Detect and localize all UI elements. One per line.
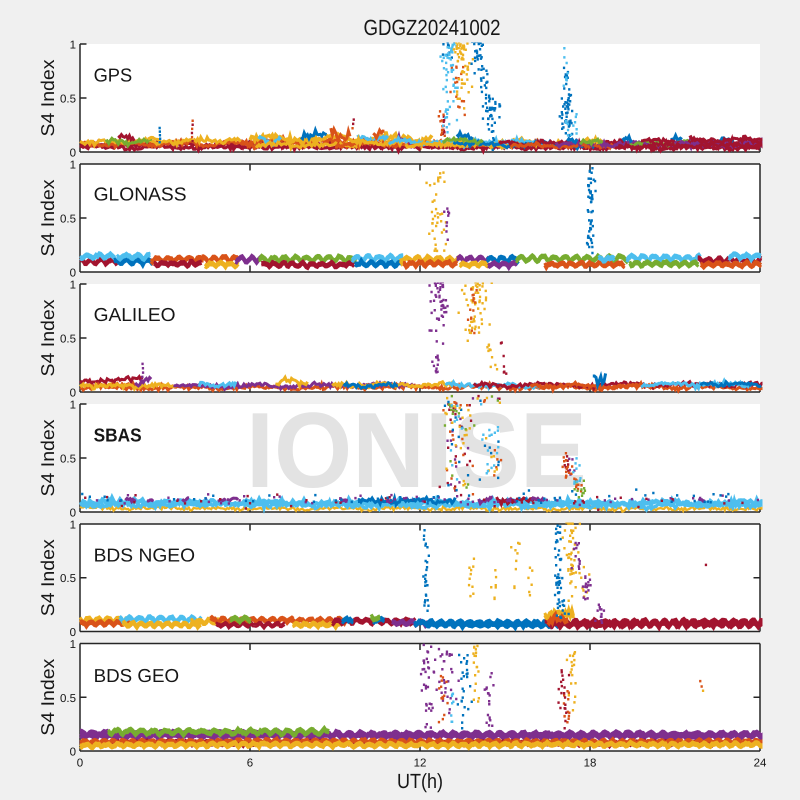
svg-text:BDS NGEO: BDS NGEO [94, 545, 196, 566]
svg-text:1: 1 [70, 520, 76, 532]
svg-text:S4 Index: S4 Index [37, 179, 58, 257]
svg-text:SBAS: SBAS [94, 425, 142, 446]
svg-text:6: 6 [247, 758, 253, 770]
svg-text:GPS: GPS [94, 64, 133, 85]
svg-text:0.5: 0.5 [60, 334, 76, 346]
svg-text:S4 Index: S4 Index [37, 299, 58, 377]
svg-text:GALILEO: GALILEO [94, 304, 176, 325]
svg-text:0: 0 [77, 758, 83, 770]
svg-text:0: 0 [70, 747, 76, 759]
svg-text:GLONASS: GLONASS [94, 184, 187, 205]
svg-text:0: 0 [70, 508, 76, 520]
svg-text:0: 0 [70, 148, 76, 160]
svg-text:0: 0 [70, 268, 76, 280]
svg-text:12: 12 [414, 758, 427, 770]
svg-text:1: 1 [70, 160, 76, 172]
svg-text:0.5: 0.5 [60, 214, 76, 226]
svg-text:0.5: 0.5 [60, 454, 76, 466]
svg-text:BDS GEO: BDS GEO [94, 665, 180, 686]
svg-text:24: 24 [754, 758, 767, 770]
svg-text:0: 0 [70, 627, 76, 639]
svg-text:1: 1 [70, 639, 76, 651]
svg-text:0.5: 0.5 [60, 94, 76, 106]
svg-text:UT(h): UT(h) [397, 770, 443, 793]
svg-text:1: 1 [70, 280, 76, 292]
svg-text:S4 Index: S4 Index [37, 658, 58, 736]
svg-text:1: 1 [70, 40, 76, 52]
svg-text:S4 Index: S4 Index [37, 59, 58, 137]
svg-text:S4 Index: S4 Index [37, 419, 58, 497]
svg-text:GDGZ20241002: GDGZ20241002 [364, 15, 501, 40]
svg-text:0.5: 0.5 [60, 573, 76, 585]
svg-text:IONISE: IONISE [246, 390, 587, 510]
svg-text:0.5: 0.5 [60, 693, 76, 705]
svg-text:1: 1 [70, 400, 76, 412]
svg-text:S4 Index: S4 Index [37, 539, 58, 617]
svg-text:18: 18 [584, 758, 597, 770]
svg-text:0: 0 [70, 388, 76, 400]
